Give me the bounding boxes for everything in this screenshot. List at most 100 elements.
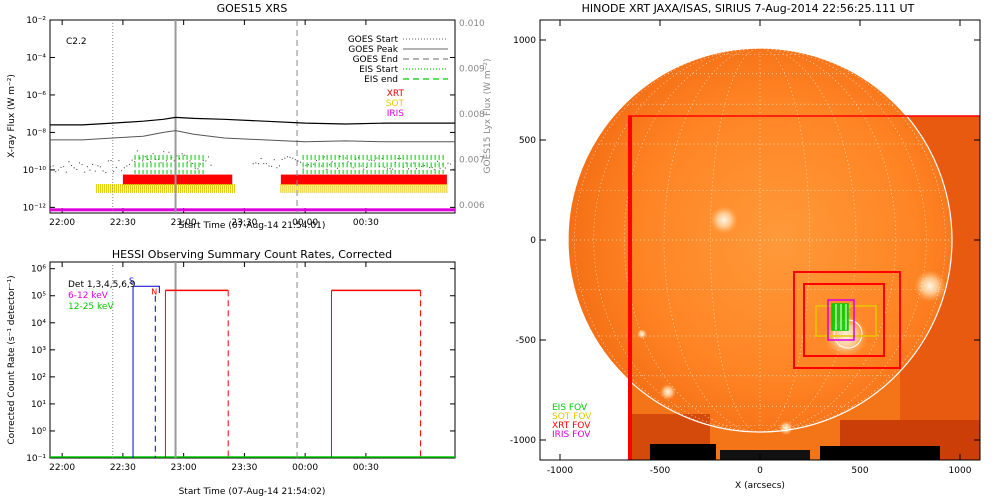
goes-noise-dot <box>118 160 120 162</box>
goes-noise-dot <box>60 166 62 168</box>
goes-noise-dot <box>71 164 73 166</box>
goes-noise-dot <box>105 172 107 174</box>
goes-right-axis: 0.006 0.007 0.008 0.009 0.010 <box>459 19 485 211</box>
goes-noise-dot <box>434 168 436 170</box>
fov-box <box>793 271 901 369</box>
hessi-ytick-label: 10¹ <box>31 400 46 410</box>
hinode-fov-legend-label: IRIS FOV <box>552 430 591 440</box>
goes-xtick-label: 23:30 <box>231 218 257 228</box>
fov-box <box>803 283 885 357</box>
goes-noise-dot <box>84 171 86 173</box>
goes-noise-dot <box>202 160 204 162</box>
goes-noise-dot <box>413 162 415 164</box>
goes-ytick-right-label: 0.010 <box>459 19 485 29</box>
goes-noise-dot <box>110 159 112 161</box>
goes-noise-dot <box>307 164 309 166</box>
goes-noise-dot <box>268 165 270 167</box>
goes-noise-dot <box>358 157 360 159</box>
goes-noise-dot <box>100 166 102 168</box>
hessi-xtick-label: 22:30 <box>110 463 136 473</box>
goes-noise-dot <box>160 162 162 164</box>
goes-noise-dot <box>210 164 212 166</box>
goes-noise-dot <box>165 160 167 162</box>
goes-noise-dot <box>365 166 367 168</box>
goes-title: GOES15 XRS <box>217 2 288 15</box>
goes-noise-dot <box>126 165 128 167</box>
goes-noise-dot <box>386 168 388 170</box>
goes-noise-dot <box>144 156 146 158</box>
goes-noise-dot <box>350 162 352 164</box>
hessi-saa-bar <box>133 285 160 294</box>
goes-noise-dot <box>89 169 91 171</box>
goes-noise-dot <box>286 156 288 158</box>
goes-ylabel: X-ray Flux (W m⁻²) <box>7 74 17 158</box>
goes-noise-dot <box>371 159 373 161</box>
hessi-panel: HESSI Observing Summary Count Rates, Cor… <box>7 248 456 497</box>
hinode-y-axis: 1000 500 0 -500 -1000 <box>510 36 980 446</box>
goes-ytick-label: 10⁻⁴ <box>26 53 46 63</box>
goes-legend-label: EIS Start <box>359 65 398 75</box>
goes-noise-dot <box>68 161 70 163</box>
goes-noise-dot <box>331 161 333 163</box>
goes-noise-dot <box>134 161 136 163</box>
goes-noise-dot <box>273 159 275 161</box>
hessi-marker-n: N <box>151 287 157 296</box>
goes-noise-dot <box>321 165 323 167</box>
goes-noise-dot <box>94 170 96 172</box>
hessi-x-axis: 22:00 22:30 23:00 23:30 00:00 00:30 <box>49 262 379 473</box>
goes-noise-dot <box>55 171 57 173</box>
goes-noise-dot <box>313 163 315 165</box>
goes-noise-dot <box>302 168 304 170</box>
goes-noise-dot <box>181 153 183 155</box>
goes-noise-dot <box>252 163 254 165</box>
goes-noise-dot <box>192 163 194 165</box>
goes-noise-dot <box>168 151 170 153</box>
goes-event-lines <box>112 20 298 213</box>
goes-noise-dot <box>402 167 404 169</box>
hinode-ytick-label: 1000 <box>513 36 536 46</box>
goes-noise-dot <box>186 161 188 163</box>
hessi-title: HESSI Observing Summary Count Rates, Cor… <box>112 248 392 261</box>
hinode-fov-legend-label: SOT FOV <box>552 412 592 422</box>
goes-instrument-label: SOT <box>386 99 405 109</box>
goes-background-noise <box>50 150 454 174</box>
goes-ylabel-right: GOES15 Lyx Flux (W m⁻²) <box>483 59 493 174</box>
goes-noise-dot <box>123 167 125 169</box>
hessi-legend-label: Det 1,3,4,5,6,9 <box>68 280 136 290</box>
goes-noise-dot <box>423 165 425 167</box>
goes-noise-dot <box>279 165 281 167</box>
hessi-xtick-label: 00:00 <box>292 463 318 473</box>
goes-ytick-label: 10⁻¹⁰ <box>23 166 47 176</box>
hessi-ytick-label: 10⁻¹ <box>26 454 46 464</box>
goes-noise-dot <box>131 159 133 161</box>
goes-noise-dot <box>128 163 130 165</box>
goes-noise-dot <box>294 159 296 161</box>
hinode-ytick-label: -500 <box>516 336 537 346</box>
hinode-xtick-label: 500 <box>851 466 868 476</box>
goes-noise-dot <box>136 150 138 152</box>
goes-noise-dot <box>189 160 191 162</box>
hinode-xtick-label: 1000 <box>949 466 972 476</box>
goes-noise-dot <box>76 168 78 170</box>
goes-noise-dot <box>284 157 286 159</box>
goes-noise-dot <box>326 168 328 170</box>
goes-noise-dot <box>152 153 154 155</box>
goes-noise-dot <box>50 166 51 168</box>
goes-noise-dot <box>194 167 196 169</box>
goes-coverage-bars <box>50 154 455 212</box>
iris-coverage-bar <box>50 208 455 212</box>
goes-noise-dot <box>150 161 152 163</box>
hinode-ytick-label: -1000 <box>510 436 536 446</box>
hessi-plot-frame <box>49 261 456 459</box>
hessi-ytick-label: 10³ <box>31 346 46 356</box>
hessi-ytick-label: 10⁴ <box>31 319 46 329</box>
grid-longitude <box>759 47 897 433</box>
hessi-xtick-label: 23:00 <box>171 463 197 473</box>
grid-longitude <box>759 47 946 433</box>
goes-ytick-right-label: 0.007 <box>459 156 485 166</box>
hessi-legend-label: 12-25 keV <box>68 302 114 312</box>
goes-ytick-right-label: 0.008 <box>459 110 485 120</box>
hinode-xtick-label: -1000 <box>547 466 573 476</box>
